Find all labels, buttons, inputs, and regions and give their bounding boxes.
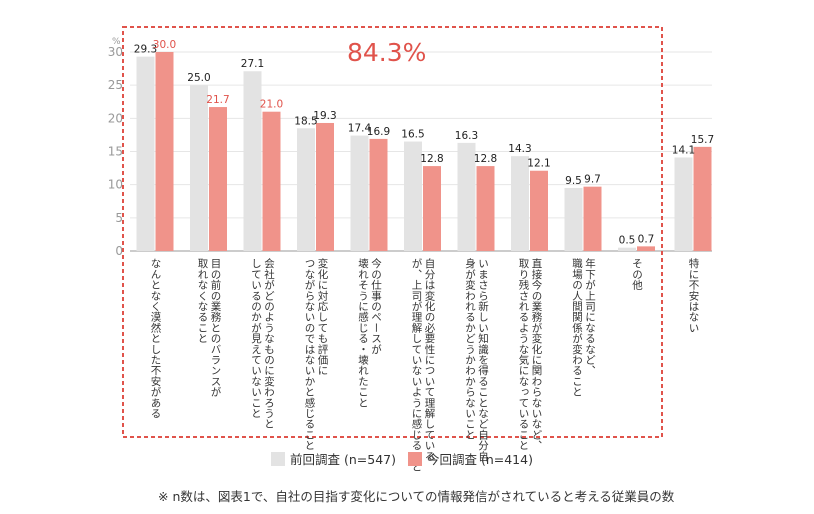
category-label: 変化に対応しても評価に つながらないのではないかと感じること — [303, 258, 329, 451]
data-label-current: 19.3 — [313, 110, 336, 122]
data-label-current: 21.0 — [260, 99, 283, 111]
data-label-previous: 27.1 — [241, 58, 264, 70]
bar-current — [583, 186, 602, 251]
y-tick-label: 25 — [108, 78, 123, 92]
category-label: いまさら新しい知識を得ることなど自分自 身が変われるかどうかわからないこと — [464, 258, 489, 462]
data-label-previous: 16.5 — [401, 129, 424, 141]
data-label-previous: 25.0 — [187, 72, 210, 84]
bar-current — [476, 166, 495, 251]
category-label: 自分は変化の必要性について理解している が、上司が理解していないように感じること — [410, 258, 436, 472]
bar-previous — [297, 128, 315, 251]
legend-item-current: 今回調査 (n=414) — [407, 449, 533, 468]
bar-previous — [136, 56, 155, 251]
data-label-previous: 14.1 — [672, 144, 695, 156]
legend-swatch-previous — [271, 451, 285, 466]
bar-previous — [511, 156, 529, 251]
data-label-current: 12.8 — [474, 153, 497, 165]
y-tick-label: 20 — [108, 111, 123, 125]
y-tick-label: 10 — [108, 178, 123, 192]
bar-current — [316, 122, 334, 251]
bar-current — [693, 146, 712, 251]
data-label-previous: 14.3 — [508, 143, 531, 155]
category-label: その他 — [631, 258, 643, 291]
data-label-current: 9.7 — [584, 174, 601, 186]
legend: 前回調査 (n=547) 今回調査 (n=414) — [271, 449, 545, 468]
y-tick-label: 15 — [108, 145, 123, 159]
highlight-total: 84.3% — [347, 38, 427, 67]
legend-item-previous: 前回調査 (n=547) — [271, 449, 396, 468]
bar-current — [209, 107, 227, 251]
data-label-current: 30.0 — [153, 39, 176, 51]
category-label: 会社がどのようなものに変わろうと しているのかが見えていないこと — [250, 258, 275, 430]
data-label-previous: 29.3 — [134, 44, 157, 56]
category-label: 目の前の業務とのバランスが 取れなくなること — [196, 258, 222, 398]
data-label-current: 15.7 — [691, 134, 714, 146]
category-label: 年下が上司になるなど、 職場の人間関係が変わること — [571, 258, 596, 398]
bar-current — [637, 246, 655, 251]
data-label-current: 16.9 — [367, 126, 390, 138]
category-label: 今の仕事のペースが 壊れそうに感じる・壊れたこと — [357, 258, 382, 408]
bar-previous — [190, 85, 208, 252]
bar-current — [369, 138, 388, 251]
data-label-previous: 9.5 — [565, 175, 582, 187]
category-label: 特に不安はない — [687, 258, 700, 333]
legend-label-current: 今回調査 (n=414) — [426, 452, 533, 467]
bar-previous — [674, 157, 693, 251]
data-label-current: 12.8 — [420, 153, 443, 165]
bar-previous — [618, 247, 636, 251]
bar-previous — [457, 142, 476, 251]
data-label-previous: 18.5 — [294, 115, 317, 127]
data-label-current: 12.1 — [527, 158, 550, 170]
data-label-previous: 0.5 — [619, 235, 636, 247]
legend-label-previous: 前回調査 (n=547) — [290, 452, 396, 467]
bar-previous — [350, 135, 369, 251]
highlight-frame — [122, 26, 663, 438]
bar-current — [155, 52, 174, 251]
bar-current — [530, 170, 548, 251]
legend-swatch-current — [407, 451, 422, 466]
bar-current — [262, 111, 281, 251]
bar-current — [423, 166, 441, 251]
y-tick-label: 30 — [108, 45, 123, 59]
bar-previous — [243, 71, 262, 251]
data-label-current: 0.7 — [638, 233, 655, 245]
data-label-previous: 16.3 — [455, 130, 478, 142]
y-unit-label: % — [112, 37, 121, 47]
data-label-previous: 17.4 — [348, 123, 372, 135]
bar-previous — [404, 141, 422, 251]
category-label: 直接今の業務が変化に関わらないなど、 取り残されるような気になっていること — [517, 258, 543, 451]
footnote: ※ n数は、図表1で、自社の目指す変化についての情報発信がされていると考える従業… — [158, 489, 675, 504]
y-tick-label: 5 — [115, 211, 123, 225]
category-label: なんとなく漠然とした不安がある — [149, 258, 162, 419]
bar-previous — [564, 187, 583, 251]
data-label-current: 21.7 — [206, 94, 229, 106]
y-tick-label: 0 — [115, 244, 123, 258]
